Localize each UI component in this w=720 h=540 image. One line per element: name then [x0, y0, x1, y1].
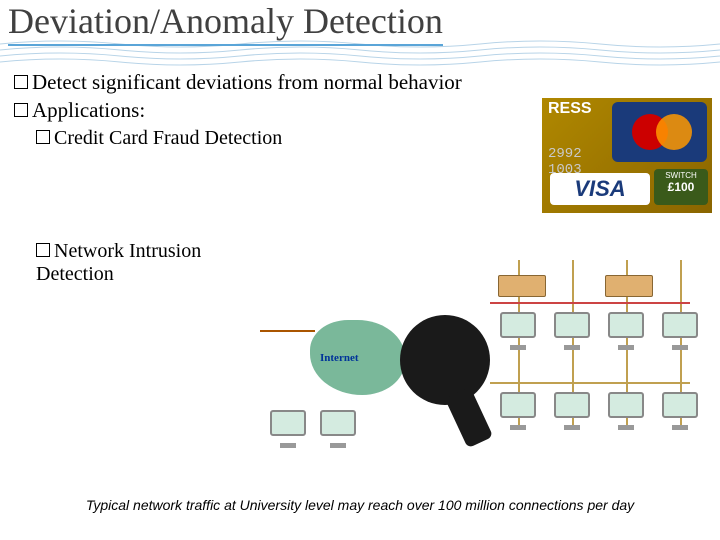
- bullet-text: Detect significant deviations from norma…: [32, 70, 462, 94]
- mastercard-icon: [612, 102, 707, 162]
- bullet-text: Applications:: [32, 98, 145, 122]
- bullet-main-1: Detect significant deviations from norma…: [14, 70, 706, 95]
- cc-ress-text: RESS: [548, 100, 592, 118]
- caption-text: Typical network traffic at University le…: [60, 496, 660, 514]
- switch-logo: SWITCH £100: [654, 169, 708, 205]
- computer-icon: [320, 410, 360, 443]
- magnifier-icon: [400, 315, 490, 405]
- computer-icon: [608, 312, 648, 345]
- computer-icon: [608, 392, 648, 425]
- computer-icon: [270, 410, 310, 443]
- computer-icon: [500, 392, 540, 425]
- network-diagram: Internet: [260, 260, 700, 460]
- computer-icon: [554, 392, 594, 425]
- checkbox-icon: [36, 243, 50, 257]
- bullet-text: Credit Card Fraud Detection: [54, 127, 282, 149]
- router-icon: [498, 275, 546, 297]
- visa-logo: VISA: [550, 173, 650, 205]
- checkbox-icon: [14, 103, 28, 117]
- credit-card-image: RESS 2992 1003 VISA SWITCH £100: [542, 98, 712, 213]
- computer-icon: [662, 392, 702, 425]
- bullet-sub-2: Network Intrusion Detection: [36, 240, 256, 286]
- magnifier-handle-icon: [445, 387, 494, 449]
- computer-icon: [500, 312, 540, 345]
- checkbox-icon: [14, 75, 28, 89]
- bullet-text: Network Intrusion Detection: [36, 240, 201, 285]
- router-icon: [605, 275, 653, 297]
- internet-label: Internet: [320, 352, 359, 364]
- computer-icon: [554, 312, 594, 345]
- computer-icon: [662, 312, 702, 345]
- checkbox-icon: [36, 130, 50, 144]
- slide-title: Deviation/Anomaly Detection: [8, 2, 443, 46]
